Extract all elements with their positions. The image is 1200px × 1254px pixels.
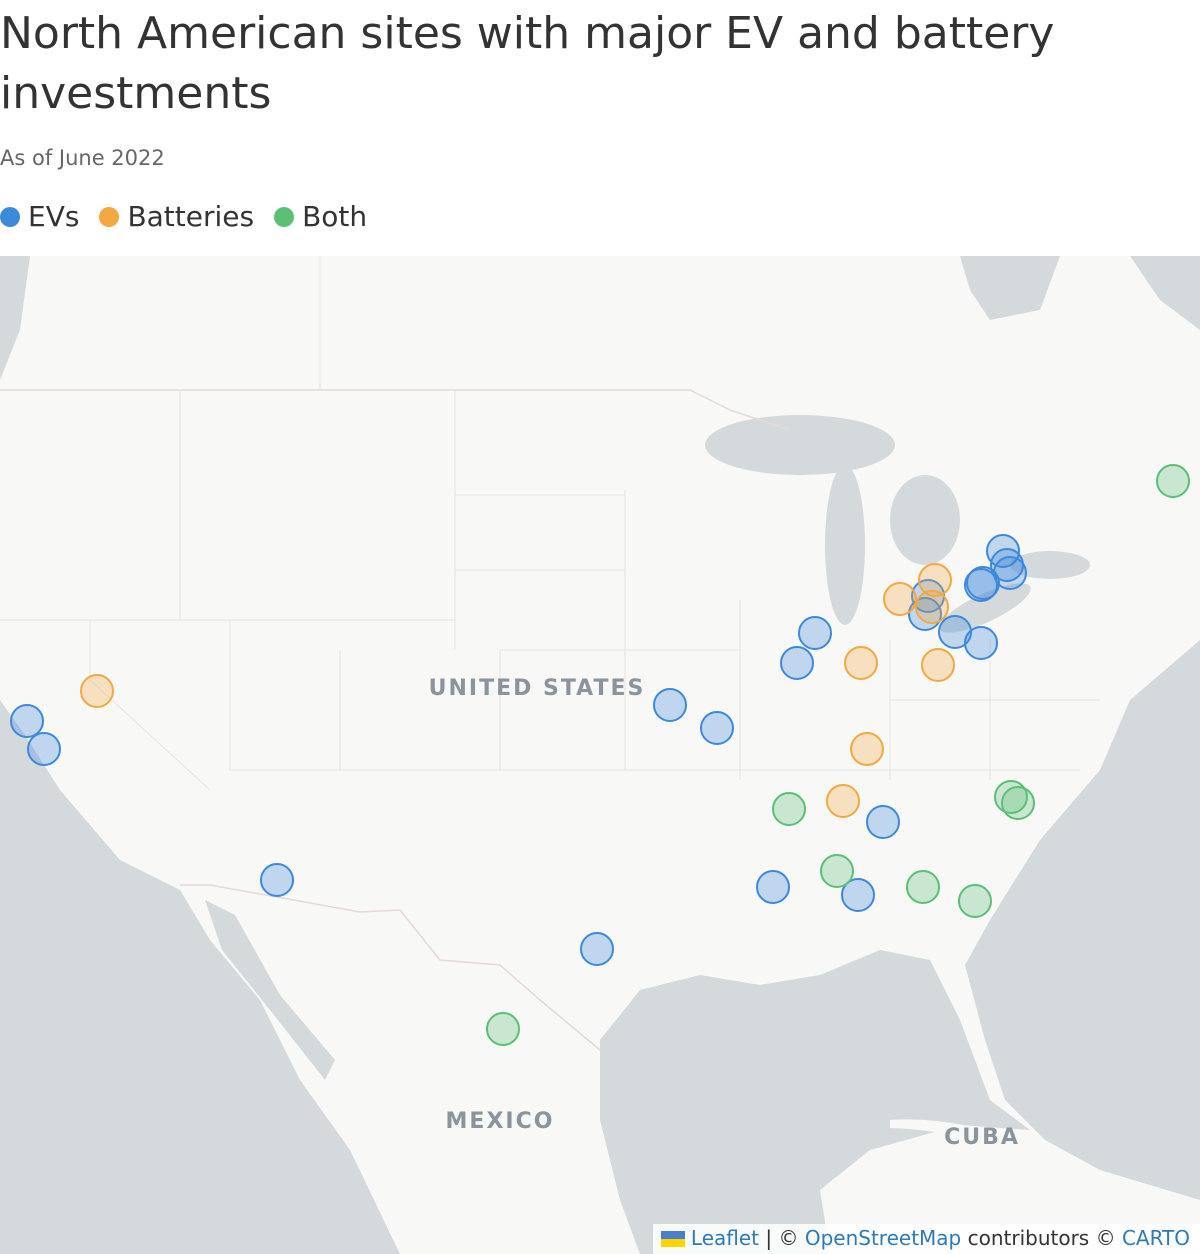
site-marker[interactable] bbox=[841, 878, 875, 912]
site-marker[interactable] bbox=[260, 863, 294, 897]
site-marker[interactable] bbox=[486, 1012, 520, 1046]
site-marker[interactable] bbox=[826, 784, 860, 818]
separator: | © bbox=[765, 1226, 799, 1250]
site-marker[interactable] bbox=[27, 732, 61, 766]
country-label: UNITED STATES bbox=[429, 676, 646, 701]
site-marker[interactable] bbox=[986, 534, 1020, 568]
site-marker[interactable] bbox=[964, 626, 998, 660]
legend-swatch bbox=[0, 206, 20, 227]
state-lines bbox=[0, 256, 1100, 791]
legend-swatch bbox=[274, 206, 295, 227]
site-marker[interactable] bbox=[921, 648, 955, 682]
borders bbox=[0, 389, 791, 1051]
site-marker[interactable] bbox=[844, 646, 878, 680]
site-marker[interactable] bbox=[883, 582, 917, 616]
flag bbox=[660, 1231, 685, 1247]
site-marker[interactable] bbox=[10, 704, 44, 738]
site-marker[interactable] bbox=[1001, 786, 1035, 820]
site-marker[interactable] bbox=[993, 556, 1027, 590]
carto-link[interactable]: CARTO bbox=[1121, 1226, 1190, 1250]
legend-item: EVs bbox=[0, 200, 79, 233]
legend-item: Batteries bbox=[99, 200, 254, 233]
site-marker[interactable] bbox=[756, 870, 790, 904]
site-marker[interactable] bbox=[780, 646, 814, 680]
site-marker[interactable] bbox=[850, 732, 884, 766]
site-marker[interactable] bbox=[958, 884, 992, 918]
site-marker[interactable] bbox=[700, 711, 734, 745]
site-marker[interactable] bbox=[820, 854, 854, 888]
legend-label: EVs bbox=[28, 200, 80, 233]
site-marker[interactable] bbox=[580, 932, 614, 966]
cuba bbox=[890, 1119, 1040, 1160]
site-marker[interactable] bbox=[80, 674, 114, 708]
site-marker[interactable] bbox=[798, 616, 832, 650]
attribution: Leaflet | © OpenStreetMap contributors ©… bbox=[652, 1224, 1200, 1254]
markers bbox=[10, 464, 1190, 1046]
legend: EVs Batteries Both bbox=[0, 200, 367, 233]
title: North American sites with major EV and b… bbox=[0, 8, 1055, 119]
map[interactable]: UNITED STATES MEXICO CUBA bbox=[0, 256, 1200, 1254]
country-label: MEXICO bbox=[446, 1109, 555, 1134]
legend-label: Batteries bbox=[127, 200, 255, 233]
site-marker[interactable] bbox=[964, 568, 998, 602]
legend-label: Both bbox=[302, 200, 368, 233]
site-marker[interactable] bbox=[906, 870, 940, 904]
legend-item: Both bbox=[274, 200, 367, 233]
site-marker[interactable] bbox=[653, 688, 687, 722]
leaflet-link[interactable]: Leaflet bbox=[690, 1226, 760, 1250]
site-marker[interactable] bbox=[1156, 464, 1190, 498]
subtitle: As of June 2022 bbox=[0, 146, 165, 170]
site-marker[interactable] bbox=[938, 615, 972, 649]
site-marker[interactable] bbox=[915, 590, 949, 624]
legend-swatch bbox=[99, 206, 120, 227]
osm-link[interactable]: OpenStreetMap bbox=[804, 1226, 962, 1250]
water bbox=[0, 256, 1200, 1254]
contributors: contributors © bbox=[967, 1226, 1116, 1250]
site-marker[interactable] bbox=[772, 792, 806, 826]
country-label: CUBA bbox=[944, 1125, 1020, 1150]
site-marker[interactable] bbox=[918, 563, 952, 597]
site-marker[interactable] bbox=[866, 805, 900, 839]
site-marker[interactable] bbox=[966, 566, 1000, 600]
